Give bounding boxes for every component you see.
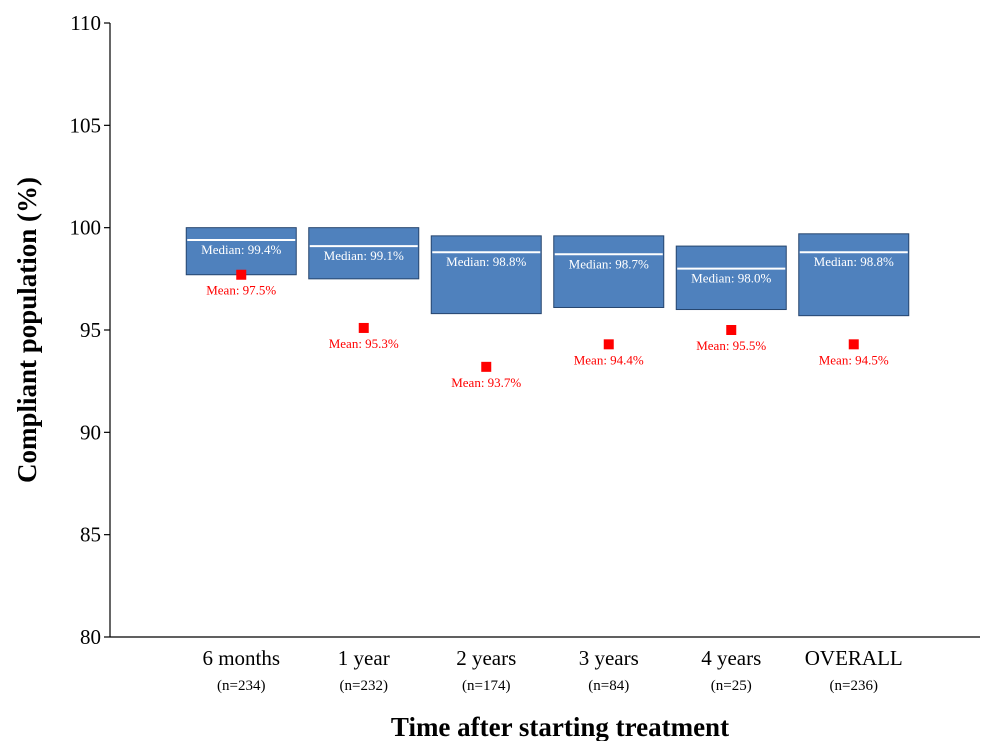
- x-category-n-label: (n=174): [462, 678, 510, 694]
- y-axis: 80 85 90 95 100 105 110: [70, 11, 111, 649]
- y-tick-label: 95: [80, 318, 101, 342]
- x-axis-title: Time after starting treatment: [391, 712, 729, 741]
- median-label: Median: 98.8%: [814, 254, 894, 269]
- x-category-label: 3 years: [579, 646, 639, 670]
- median-label: Median: 99.4%: [201, 242, 281, 257]
- mean-label: Mean: 95.3%: [329, 336, 399, 351]
- median-label: Median: 98.7%: [569, 256, 649, 271]
- iqr-box: [308, 227, 420, 280]
- x-axis: 6 months (n=234) 1 year (n=232) 2 years (n=17…: [110, 636, 980, 694]
- mean-label: Mean: 97.5%: [206, 283, 276, 298]
- mean-label: Mean: 94.5%: [819, 352, 889, 367]
- y-tick-label: 80: [80, 625, 101, 649]
- iqr-box: [430, 235, 542, 315]
- x-category-n-label: (n=232): [340, 678, 388, 694]
- mean-marker: [726, 325, 737, 335]
- iqr-box: [553, 235, 665, 308]
- x-category-label: 1 year: [338, 646, 390, 670]
- x-category-label: 2 years: [456, 646, 516, 670]
- y-tick-label: 110: [70, 11, 101, 35]
- x-category-label: 4 years: [701, 646, 761, 670]
- x-category-n-label: (n=25): [711, 678, 752, 694]
- y-tick-label: 90: [80, 420, 101, 444]
- mean-label: Mean: 94.4%: [574, 352, 644, 367]
- iqr-box: [798, 233, 910, 317]
- mean-marker: [481, 361, 492, 372]
- mean-marker: [603, 339, 614, 350]
- iqr-box: [675, 245, 787, 311]
- x-category-label: OVERALL: [805, 646, 903, 670]
- y-tick-label: 100: [70, 216, 102, 240]
- x-category-label: 6 months: [202, 646, 280, 670]
- x-category-n-label: (n=234): [217, 678, 265, 694]
- y-axis-title: Compliant population (%): [12, 177, 42, 483]
- plot-area: Median: 99.4% Mean: 97.5% Median: 99.1% Mea…: [185, 227, 910, 390]
- mean-label: Mean: 93.7%: [451, 375, 521, 390]
- mean-marker: [358, 322, 369, 333]
- y-tick-label: 85: [80, 523, 101, 547]
- iqr-box: [185, 227, 297, 276]
- median-label: Median: 99.1%: [324, 248, 404, 263]
- x-category-n-label: (n=84): [588, 678, 629, 694]
- x-category-n-label: (n=236): [830, 678, 878, 694]
- median-label: Median: 98.0%: [691, 271, 771, 286]
- mean-marker: [236, 269, 247, 280]
- mean-label: Mean: 95.5%: [696, 338, 766, 353]
- median-label: Median: 98.8%: [446, 254, 526, 269]
- mean-marker: [848, 339, 859, 350]
- y-tick-label: 105: [70, 113, 102, 137]
